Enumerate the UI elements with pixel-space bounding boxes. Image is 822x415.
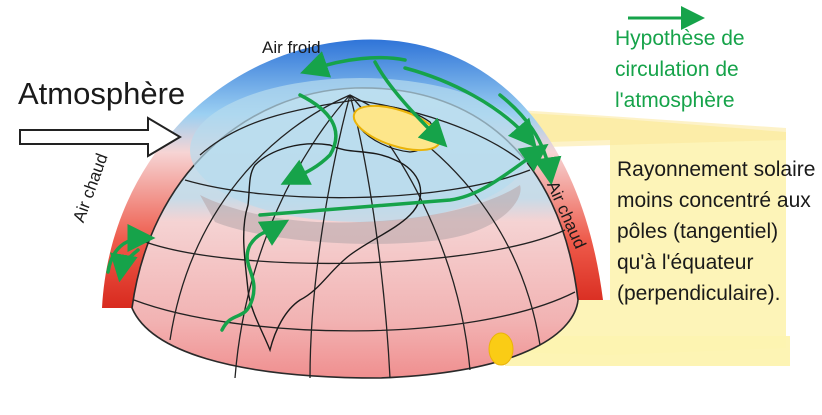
equator-sun-spot bbox=[488, 332, 514, 366]
continent-outline bbox=[242, 143, 422, 353]
arrow-right-drop bbox=[498, 93, 562, 186]
circulation-arrows bbox=[106, 51, 562, 332]
label-atmosphere: Atmosphère bbox=[18, 76, 186, 111]
polar-cold-zone bbox=[190, 78, 530, 222]
label-rayonnement: Rayonnement solaire moins concentré aux … bbox=[617, 158, 816, 305]
label-air-froid: Air froid bbox=[262, 38, 321, 57]
arrow-top-left bbox=[300, 51, 407, 78]
arrow-left-loop-small bbox=[106, 224, 156, 274]
arrow-left-loop bbox=[280, 93, 338, 185]
arrow-mid-band bbox=[258, 143, 549, 217]
arrow-left-loop-return bbox=[110, 248, 140, 283]
arrow-top-right bbox=[403, 66, 537, 148]
arrow-south-wave bbox=[220, 219, 290, 332]
atmosphere-pointer-arrow bbox=[19, 116, 182, 158]
equator-ray bbox=[505, 336, 790, 366]
arrow-pole-down bbox=[373, 60, 448, 148]
label-hypothese: Hypothèse de circulation de l'atmosphère bbox=[615, 27, 745, 112]
